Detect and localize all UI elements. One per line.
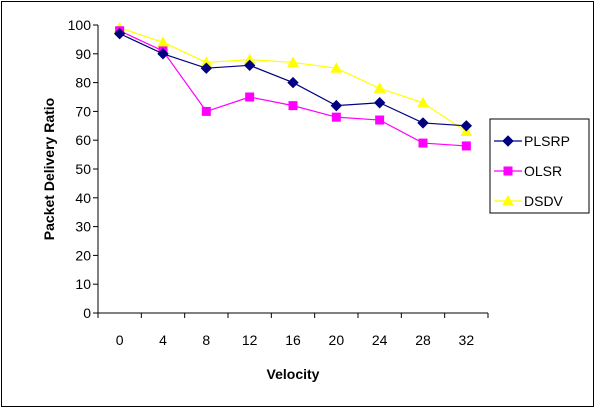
x-tick-label: 24 [372, 332, 388, 348]
plsrp-point [330, 99, 343, 112]
olsr-point [288, 101, 298, 111]
olsr-point [201, 106, 211, 116]
legend-label-dsdv: DSDV [524, 193, 564, 209]
plsrp-point [157, 48, 169, 60]
y-tick-label: 30 [75, 219, 91, 235]
dsdv-point [287, 56, 299, 67]
x-tick-label: 28 [415, 332, 431, 348]
x-ticks: 0 4 8 12 16 20 24 28 32 [97, 313, 489, 348]
y-tick-label: 90 [75, 46, 91, 62]
x-tick-label: 8 [202, 332, 210, 348]
y-ticks: 0 10 20 30 40 50 60 70 80 90 100 [68, 17, 98, 321]
legend-marker-olsr [503, 166, 513, 176]
x-axis-title: Velocity [267, 366, 320, 382]
plsrp-point [113, 27, 126, 40]
legend-marker-plsrp [502, 135, 514, 147]
x-tick-label: 0 [116, 332, 124, 348]
y-tick-label: 20 [75, 247, 91, 263]
dsdv-point [373, 82, 386, 93]
axes [97, 25, 488, 314]
y-axis-title: Packet Delivery Ratio [41, 98, 57, 240]
dsdv-point [417, 96, 429, 108]
y-tick-label: 100 [68, 17, 92, 33]
x-tick-label: 4 [159, 332, 167, 348]
dsdv-point [330, 62, 343, 73]
x-tick-label: 16 [285, 332, 301, 348]
plsrp-point [200, 62, 213, 74]
legend-box [489, 118, 590, 214]
series-plsrp [113, 27, 473, 132]
x-tick-label: 20 [329, 332, 345, 348]
olsr-point [245, 92, 255, 102]
legend-label-olsr: OLSR [524, 163, 562, 179]
plsrp-point [287, 76, 299, 89]
legend: PLSRP OLSR DSDV [489, 118, 590, 214]
y-tick-label: 80 [75, 75, 91, 91]
plsrp-point [417, 117, 429, 129]
olsr-point [331, 112, 341, 122]
y-tick-label: 50 [75, 161, 91, 177]
y-tick-label: 70 [75, 103, 91, 119]
series-group [113, 21, 473, 151]
x-tick-label: 12 [242, 332, 258, 348]
plsrp-point [243, 59, 256, 72]
legend-marker-dsdv [502, 194, 514, 206]
legend-label-plsrp: PLSRP [524, 133, 570, 149]
olsr-point [461, 141, 471, 151]
plsrp-point [373, 97, 386, 109]
y-tick-label: 60 [75, 132, 91, 148]
dsdv-point [157, 36, 169, 47]
x-tick-label: 32 [459, 332, 475, 348]
olsr-point [418, 138, 428, 148]
olsr-point [375, 115, 385, 125]
olsr-line [119, 30, 467, 147]
y-tick-label: 10 [75, 276, 91, 292]
y-tick-label: 0 [83, 305, 91, 321]
plsrp-point [460, 120, 473, 132]
y-tick-label: 40 [75, 190, 91, 206]
